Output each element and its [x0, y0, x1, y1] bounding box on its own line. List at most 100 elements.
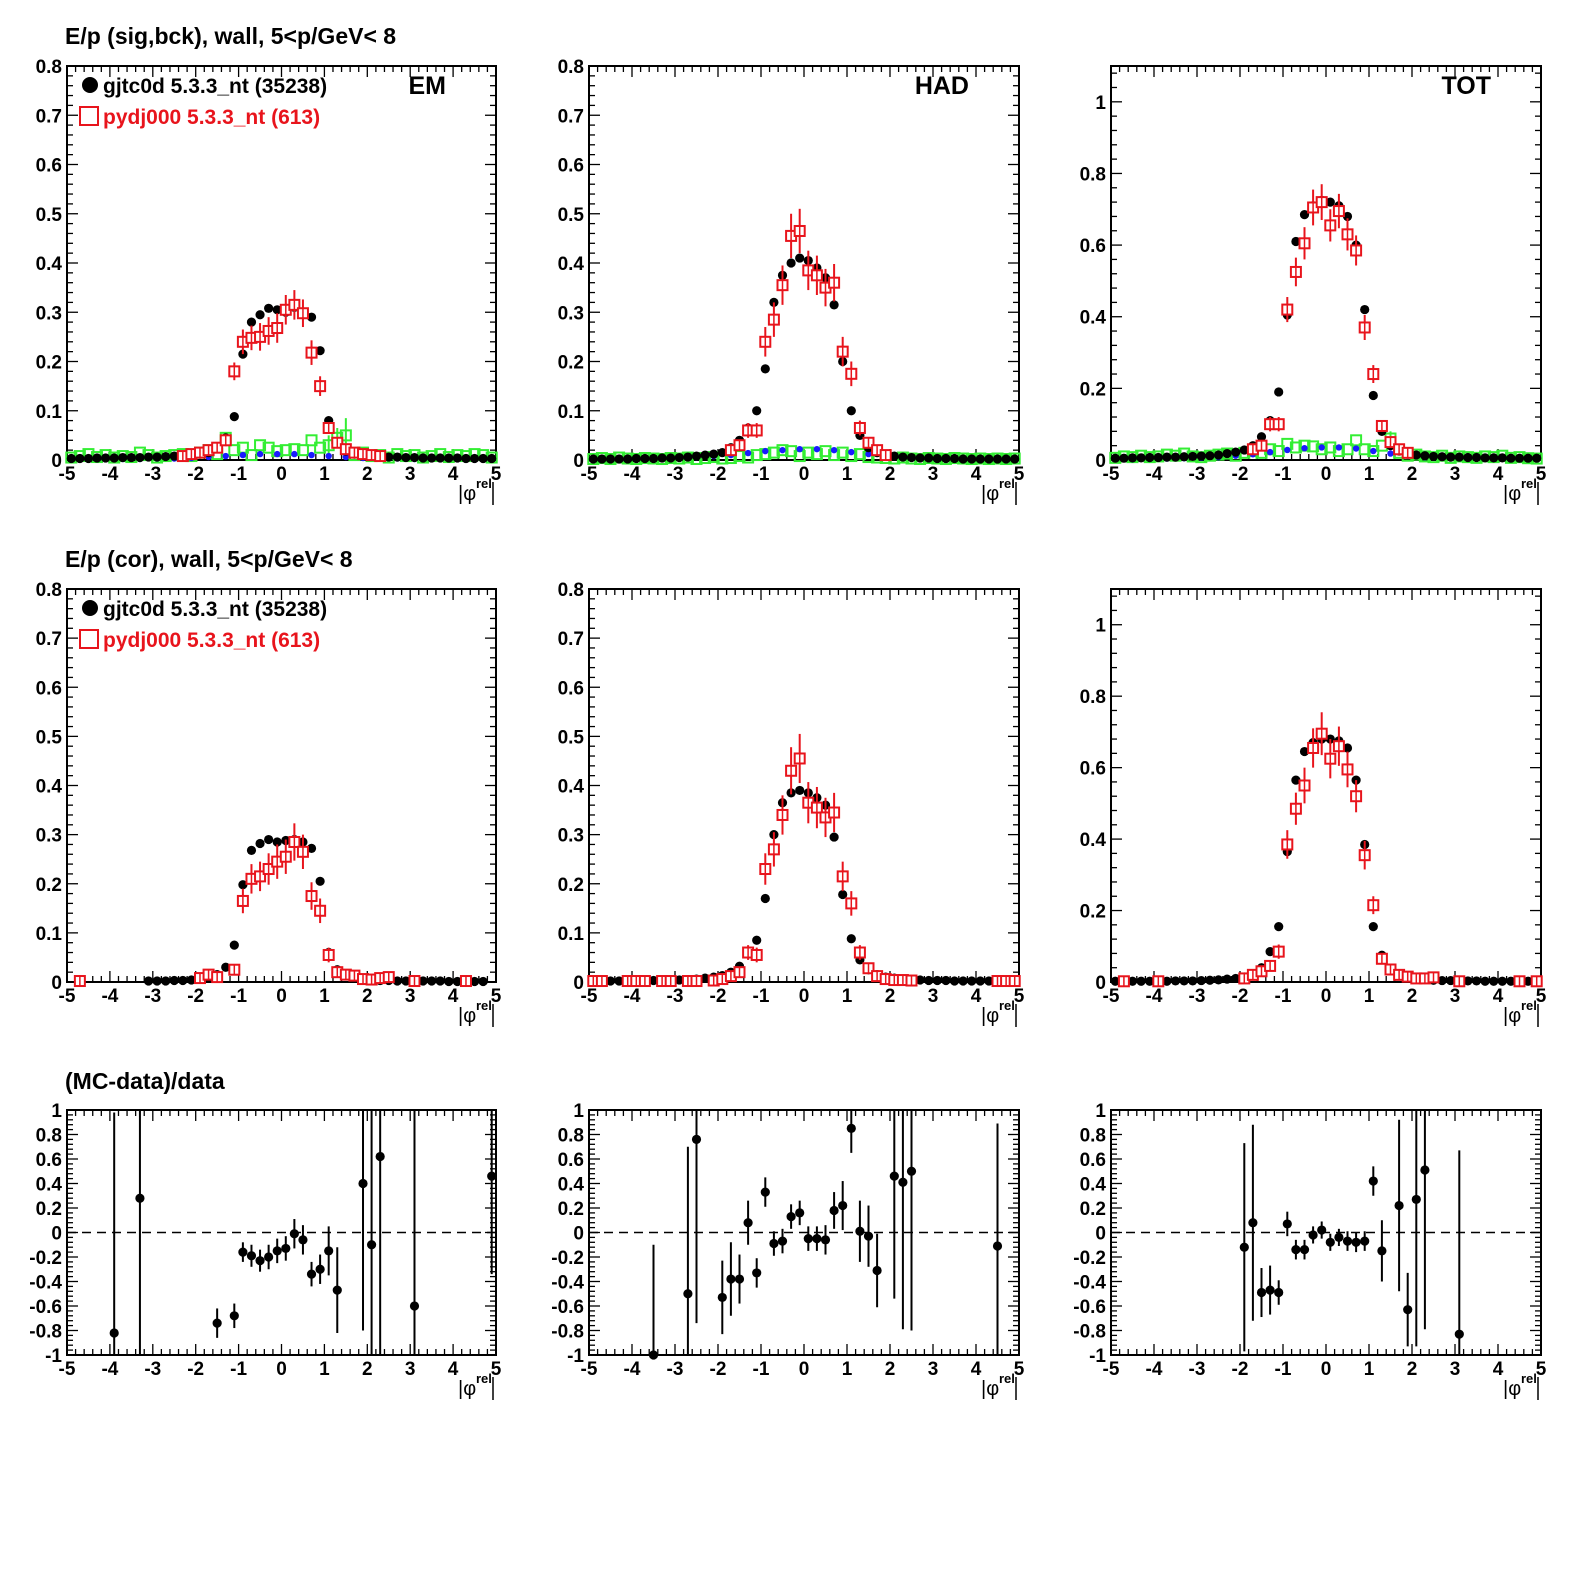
- y-tick-label: 0.8: [1080, 1126, 1106, 1147]
- x-tick-label: 1: [1364, 464, 1375, 485]
- y-tick-label: 0.4: [36, 1175, 63, 1196]
- data-point: [1256, 432, 1267, 442]
- data-point: [726, 1274, 736, 1284]
- data-point: [648, 1350, 659, 1360]
- x-tick-label: -3: [1189, 1359, 1206, 1380]
- data-point: [1188, 976, 1198, 986]
- panels-container: -5 -4 -3 -2 -1 0 1 2 3 4 5 0 0.1 0.2 0.3 0.4 0.5 0.6 0.7 0.…: [29, 57, 1547, 1400]
- data-point: [932, 453, 942, 464]
- data-point: [1342, 743, 1353, 753]
- x-tick-label: 1: [1364, 986, 1375, 1007]
- panel-ratio-tot: -5 -4 -3 -2 -1 0 1 2 3 4 5 -1 -0.8 -0.6 -0.4 -0.2 0 0.2 0.…: [1073, 1101, 1547, 1400]
- x-axis-label: |φ: [981, 1378, 999, 1400]
- x-tick-label: 2: [885, 1359, 896, 1380]
- y-tick-label: 0.4: [1080, 308, 1107, 329]
- data-point: [614, 976, 624, 986]
- data-point: [435, 453, 445, 463]
- y-tick-label: 0.2: [1080, 1199, 1106, 1220]
- data-point: [829, 300, 839, 310]
- legend-marker-mc: [79, 629, 99, 649]
- x-tick-label: 4: [1493, 986, 1504, 1007]
- data-point: [1196, 975, 1206, 986]
- background-mc-point: [1315, 443, 1328, 456]
- background-data-point: [291, 450, 298, 458]
- x-tick-label: -5: [581, 464, 598, 485]
- data-point: [1514, 453, 1525, 463]
- x-tick-label: -1: [753, 1359, 770, 1380]
- y-tick-label: 0: [1095, 973, 1106, 994]
- data-point: [648, 453, 659, 464]
- data-point: [795, 785, 805, 796]
- x-axis-label-superscript: rel: [999, 1371, 1015, 1386]
- background-mc-point: [1324, 441, 1337, 454]
- data-point: [906, 452, 917, 463]
- x-tick-label: -1: [230, 1359, 247, 1380]
- y-tick-label: 0.5: [36, 727, 63, 748]
- background-mc-point: [776, 444, 789, 457]
- data-point: [1437, 975, 1447, 986]
- data-point: [298, 1235, 308, 1245]
- y-tick-label: 0.6: [1080, 236, 1106, 257]
- data-point: [975, 976, 985, 986]
- y-tick-label: 0.8: [36, 57, 62, 78]
- y-tick-label: 0.1: [558, 402, 585, 423]
- x-tick-label: 1: [842, 986, 853, 1007]
- y-tick-label: 0.4: [558, 254, 585, 275]
- data-point: [958, 454, 968, 464]
- data-point: [683, 1289, 693, 1299]
- x-tick-label: -4: [101, 464, 118, 485]
- y-tick-label: 0.2: [36, 1199, 62, 1220]
- y-tick-label: 0.8: [1080, 164, 1106, 185]
- data-point: [1136, 453, 1146, 463]
- x-tick-label: -5: [59, 986, 76, 1007]
- data-point: [657, 453, 667, 463]
- data-point: [1222, 974, 1232, 984]
- data-point: [92, 453, 102, 463]
- y-tick-label: 0.3: [558, 826, 584, 847]
- data-point: [1308, 1230, 1318, 1240]
- x-axis-label-superscript: rel: [476, 998, 492, 1013]
- data-point: [143, 452, 154, 462]
- data-point: [941, 975, 951, 986]
- data-point: [769, 1238, 779, 1249]
- x-tick-label: -2: [710, 986, 727, 1007]
- x-tick-label: 5: [1536, 464, 1547, 485]
- data-point: [264, 303, 274, 313]
- background-mc-point: [339, 429, 352, 442]
- data-point: [478, 453, 488, 464]
- x-tick-label: 0: [1321, 464, 1332, 485]
- x-tick-label: 5: [1014, 986, 1025, 1007]
- y-tick-label: 0: [573, 451, 584, 472]
- series-mc: [1117, 712, 1543, 988]
- x-tick-label: 3: [1450, 986, 1461, 1007]
- data-point: [1360, 1236, 1370, 1246]
- y-tick-label: 0.1: [558, 924, 585, 945]
- y-tick-label: 0.3: [36, 826, 62, 847]
- y-tick-label: 0.7: [36, 106, 62, 127]
- data-point: [135, 1193, 145, 1203]
- y-tick-label: -0.8: [1073, 1322, 1106, 1343]
- y-tick-label: 0.3: [558, 303, 584, 324]
- data-point: [66, 453, 76, 464]
- y-tick-label: 0.6: [1080, 1150, 1106, 1171]
- x-tick-label: 4: [971, 986, 982, 1007]
- data-point: [272, 305, 282, 315]
- data-point: [1162, 976, 1172, 986]
- data-point: [1291, 236, 1301, 247]
- data-point: [1446, 452, 1456, 462]
- data-point: [984, 976, 994, 986]
- data-point: [152, 452, 162, 462]
- row-title-signal-background: E/p (sig,bck), wall, 5<p/GeV< 8: [65, 23, 396, 49]
- x-tick-label: 2: [885, 464, 896, 485]
- data-point: [418, 976, 428, 986]
- background-data-point: [762, 447, 769, 455]
- data-point: [941, 453, 951, 464]
- data-point: [605, 454, 616, 464]
- x-tick-label: 0: [799, 1359, 810, 1380]
- x-tick-label: -5: [581, 986, 598, 1007]
- x-tick-label: 1: [319, 986, 330, 1007]
- data-point: [674, 975, 684, 985]
- data-point: [691, 451, 702, 461]
- x-tick-label: -4: [1146, 986, 1163, 1007]
